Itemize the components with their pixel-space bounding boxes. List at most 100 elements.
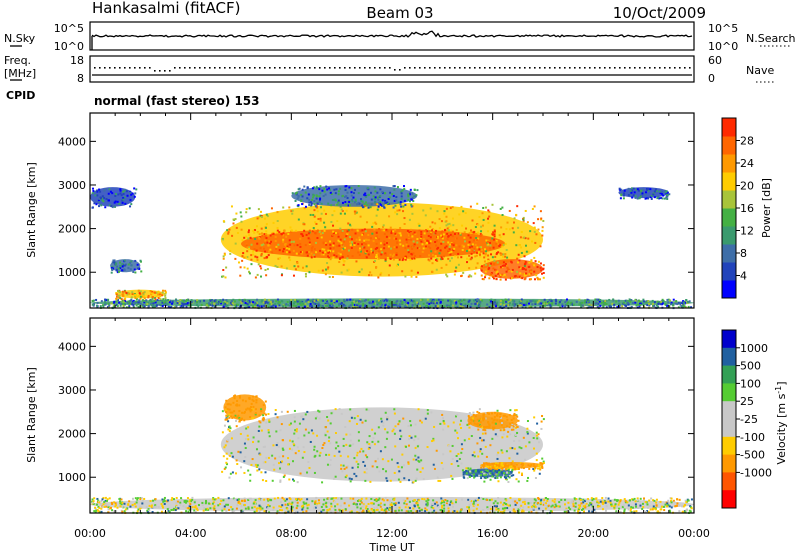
power-speckle <box>435 299 438 302</box>
velocity-speckle <box>532 463 535 466</box>
power-speckle <box>347 268 350 271</box>
velocity-speckle <box>209 507 212 510</box>
power-speckle <box>635 304 638 307</box>
velocity-speckle <box>239 418 242 421</box>
power-speckle <box>306 254 309 257</box>
velocity-speckle <box>420 421 423 424</box>
power-speckle <box>407 195 410 198</box>
power-speckle <box>137 267 140 270</box>
velocity-speckle <box>618 507 621 510</box>
power-speckle <box>256 304 259 307</box>
velocity-speckle <box>484 426 487 429</box>
power-speckle <box>277 302 280 305</box>
velocity-speckle <box>402 499 405 502</box>
power-speckle <box>241 300 244 303</box>
power-speckle <box>501 213 504 216</box>
velocity-speckle <box>244 456 247 459</box>
velocity-speckle <box>278 455 281 458</box>
power-speckle <box>456 305 459 308</box>
velocity-speckle <box>290 504 293 507</box>
power-speckle <box>217 300 220 303</box>
power-speckle <box>617 299 620 302</box>
power-speckle <box>381 229 384 232</box>
power-speckle <box>163 301 166 304</box>
power-speckle <box>468 274 471 277</box>
velocity-speckle <box>496 412 499 415</box>
freq-point <box>144 67 146 69</box>
power-speckle <box>145 299 148 302</box>
power-speckle <box>299 302 302 305</box>
velocity-speckle <box>350 511 353 514</box>
velocity-speckle <box>472 470 475 473</box>
power-speckle <box>668 193 671 196</box>
power-speckle <box>482 278 485 281</box>
velocity-speckle <box>540 498 543 501</box>
velocity-speckle <box>379 502 382 505</box>
power-speckle <box>379 188 382 191</box>
velocity-speckle <box>163 500 166 503</box>
velocity-speckle <box>547 504 550 507</box>
velocity-speckle <box>684 510 687 513</box>
velocity-speckle <box>394 503 397 506</box>
velocity-speckle <box>442 417 445 420</box>
power-speckle <box>138 267 141 270</box>
power-speckle <box>222 275 225 278</box>
power-speckle <box>396 263 399 266</box>
velocity-speckle <box>557 505 560 508</box>
power-speckle <box>130 264 133 267</box>
power-speckle <box>403 185 406 188</box>
power-speckle <box>247 237 250 240</box>
power-speckle <box>301 203 304 206</box>
power-speckle <box>150 304 153 307</box>
power-speckle <box>297 218 300 221</box>
power-speckle <box>410 238 413 241</box>
power-speckle <box>661 191 664 194</box>
power-speckle <box>344 201 347 204</box>
power-speckle <box>489 244 492 247</box>
power-speckle <box>409 234 412 237</box>
freq-tick-top: 18 <box>70 54 84 67</box>
power-speckle <box>212 302 215 305</box>
power-speckle <box>296 261 299 264</box>
velocity-speckle <box>238 395 241 398</box>
power-speckle <box>111 261 114 264</box>
power-speckle <box>483 256 486 259</box>
power-speckle <box>665 192 668 195</box>
power-speckle <box>432 302 435 305</box>
velocity-speckle <box>460 443 463 446</box>
velocity-speckle <box>520 473 523 476</box>
freq-point <box>524 67 526 69</box>
power-speckle <box>646 304 649 307</box>
freq-point <box>304 67 306 69</box>
power-speckle <box>493 229 496 232</box>
power-speckle <box>534 302 537 305</box>
power-speckle <box>639 303 642 306</box>
velocity-speckle <box>100 507 103 510</box>
power-speckle <box>398 303 401 306</box>
velocity-speckle <box>505 474 508 477</box>
velocity-speckle <box>385 510 388 513</box>
freq-point <box>574 67 576 69</box>
velocity-speckle <box>328 508 331 511</box>
power-speckle <box>115 293 118 296</box>
velocity-speckle <box>492 428 495 431</box>
power-speckle <box>641 192 644 195</box>
power-speckle <box>132 299 135 302</box>
velocity-speckle <box>228 408 231 411</box>
power-speckle <box>384 200 387 203</box>
velocity-speckle <box>451 505 454 508</box>
velocity-speckle <box>450 462 453 465</box>
velocity-speckle <box>521 464 524 467</box>
power-speckle <box>115 304 118 307</box>
power-speckle <box>126 301 129 304</box>
power-speckle <box>373 186 376 189</box>
freq-point <box>604 67 606 69</box>
power-speckle <box>264 250 267 253</box>
power-speckle <box>537 260 540 263</box>
velocity-speckle <box>302 501 305 504</box>
power-speckle <box>129 268 132 271</box>
power-speckle <box>335 231 338 234</box>
power-speckle <box>438 252 441 255</box>
power-speckle <box>652 304 655 307</box>
velocity-speckle <box>507 430 510 433</box>
